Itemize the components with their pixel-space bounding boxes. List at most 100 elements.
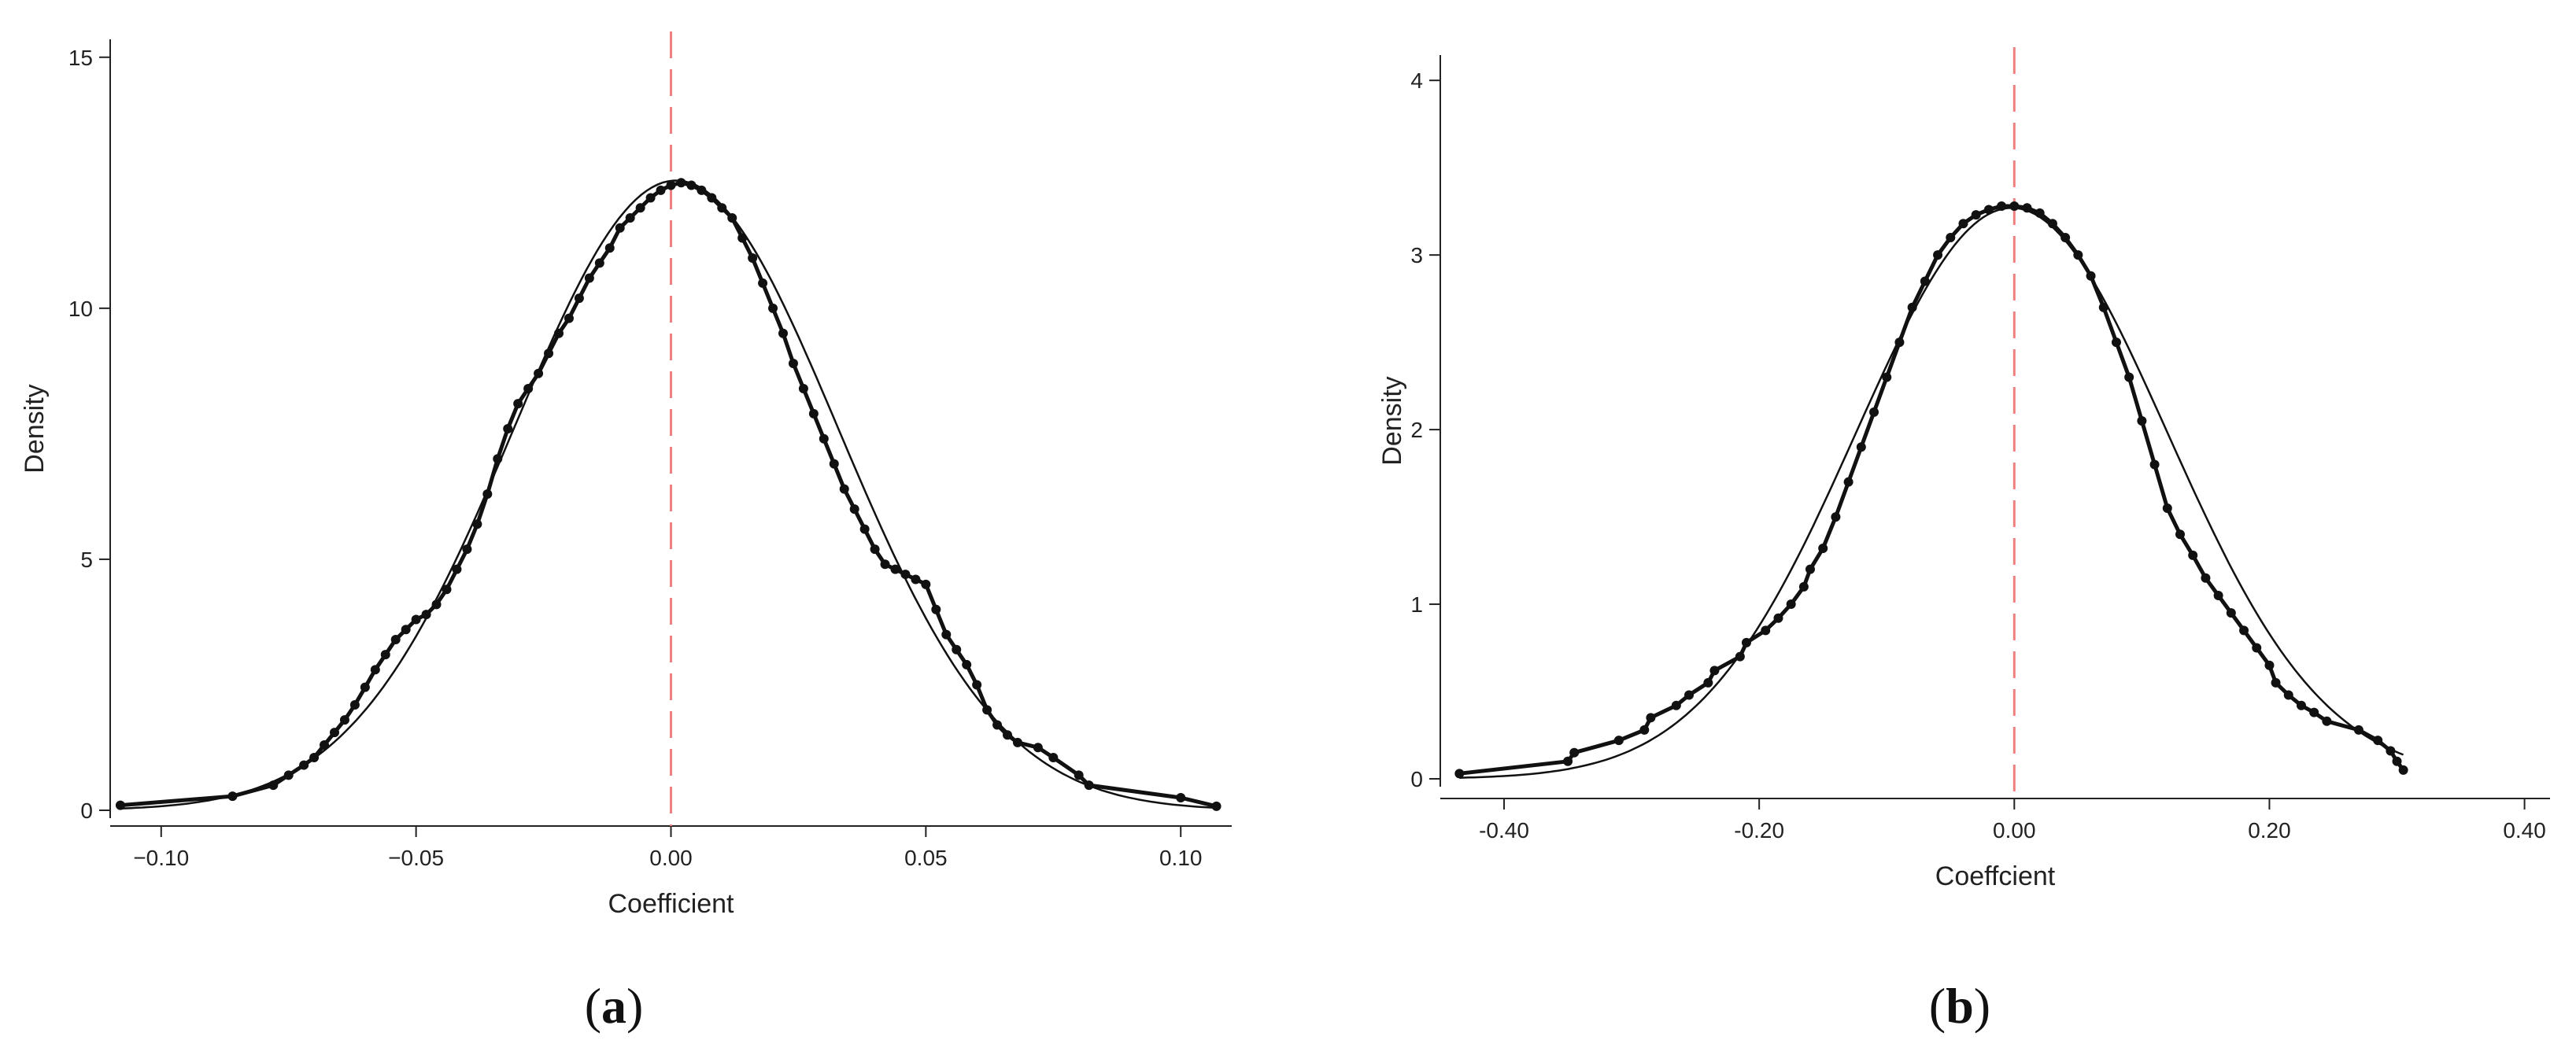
data-point <box>1003 730 1012 740</box>
data-point <box>727 212 737 223</box>
data-point <box>2175 529 2185 540</box>
data-point <box>829 459 839 469</box>
x-tick-label: −0.05 <box>388 846 444 870</box>
data-point <box>2271 677 2281 688</box>
data-point <box>401 625 411 635</box>
data-point <box>788 359 798 369</box>
data-point <box>808 408 819 419</box>
data-point <box>737 233 748 243</box>
data-point <box>2213 590 2223 600</box>
data-point <box>1894 337 1905 348</box>
data-point <box>1798 581 1809 592</box>
data-point <box>503 424 513 433</box>
data-point <box>2060 232 2071 242</box>
data-point <box>1920 276 1930 286</box>
y-tick-label: 0 <box>1410 767 1423 791</box>
data-point <box>431 599 442 610</box>
density-series <box>120 180 1218 809</box>
data-point <box>890 564 900 574</box>
data-point <box>1933 250 1943 260</box>
data-point <box>2353 725 2363 735</box>
panel-b: 0 1 2 3 4 -0.40 -0.20 0.00 0.20 0.40 Coeffcient Den… <box>1377 47 2550 1034</box>
data-point <box>2111 337 2121 348</box>
data-point <box>523 383 534 393</box>
data-point <box>1805 564 1815 574</box>
data-point <box>2009 201 2020 211</box>
data-point <box>574 293 584 304</box>
data-point <box>370 665 380 675</box>
data-point <box>656 185 666 195</box>
data-point <box>1709 666 1720 676</box>
data-point <box>1671 700 1681 710</box>
x-tick-label: -0.40 <box>1479 818 1529 843</box>
x-tick-label: 0.00 <box>1993 818 2036 843</box>
data-point <box>1971 210 1981 220</box>
data-point <box>911 574 921 585</box>
y-axis-title: Density <box>1377 376 1407 465</box>
data-point <box>921 579 931 589</box>
data-point <box>880 559 890 570</box>
data-point <box>931 604 941 614</box>
density-series <box>1459 204 2405 776</box>
normal-curve <box>120 179 1217 810</box>
data-point <box>1074 770 1084 780</box>
y-tick-label: 0 <box>80 798 93 823</box>
data-point <box>758 278 768 288</box>
x-axis-title: Coefficient <box>608 889 734 919</box>
data-point <box>320 740 330 750</box>
data-point <box>1786 599 1796 610</box>
data-point <box>584 273 594 283</box>
data-point <box>1613 736 1624 746</box>
x-tick-label: 0.00 <box>649 846 693 870</box>
data-point <box>2022 203 2032 213</box>
data-point <box>1958 219 1968 229</box>
data-point <box>2073 250 2083 260</box>
data-point <box>309 752 320 762</box>
data-point <box>819 433 829 444</box>
data-point <box>604 243 615 253</box>
data-point <box>594 258 604 268</box>
data-point <box>2035 208 2045 218</box>
data-point <box>2252 643 2262 653</box>
data-point <box>2283 690 2293 700</box>
data-point <box>1869 407 1879 417</box>
data-point <box>748 253 758 264</box>
data-point <box>2373 736 2383 746</box>
x-tick-label: 0.05 <box>904 846 948 870</box>
data-point <box>625 212 635 223</box>
data-point <box>2188 550 2198 560</box>
data-point <box>992 720 1003 730</box>
x-tick-label: 0.20 <box>2248 818 2291 843</box>
data-point <box>513 399 523 409</box>
data-point <box>1907 302 1917 312</box>
data-point <box>1773 613 1783 623</box>
data-point <box>339 715 349 725</box>
data-point <box>330 728 339 738</box>
data-point <box>390 635 401 645</box>
data-point <box>635 203 645 213</box>
data-point <box>717 203 727 213</box>
data-point <box>2264 660 2275 670</box>
data-point <box>2086 271 2096 281</box>
data-point <box>2322 716 2332 726</box>
x-tick-label: 0.40 <box>2503 818 2546 843</box>
data-point <box>411 614 421 625</box>
data-point <box>1741 637 1751 647</box>
data-point <box>2296 700 2306 710</box>
data-point <box>534 368 544 378</box>
data-point <box>2162 503 2172 513</box>
data-point <box>1684 690 1695 700</box>
data-point <box>2309 707 2319 717</box>
panel-letter: b <box>1946 978 1974 1034</box>
data-point <box>1639 725 1650 735</box>
data-point <box>1997 201 2007 211</box>
y-tick-label: 10 <box>68 297 93 321</box>
data-point <box>1084 780 1094 791</box>
x-tick-label: 0.10 <box>1159 846 1203 870</box>
data-point <box>686 180 697 190</box>
data-point <box>1946 232 1956 242</box>
data-point <box>859 524 870 534</box>
data-point <box>283 770 294 780</box>
data-point <box>493 454 503 464</box>
